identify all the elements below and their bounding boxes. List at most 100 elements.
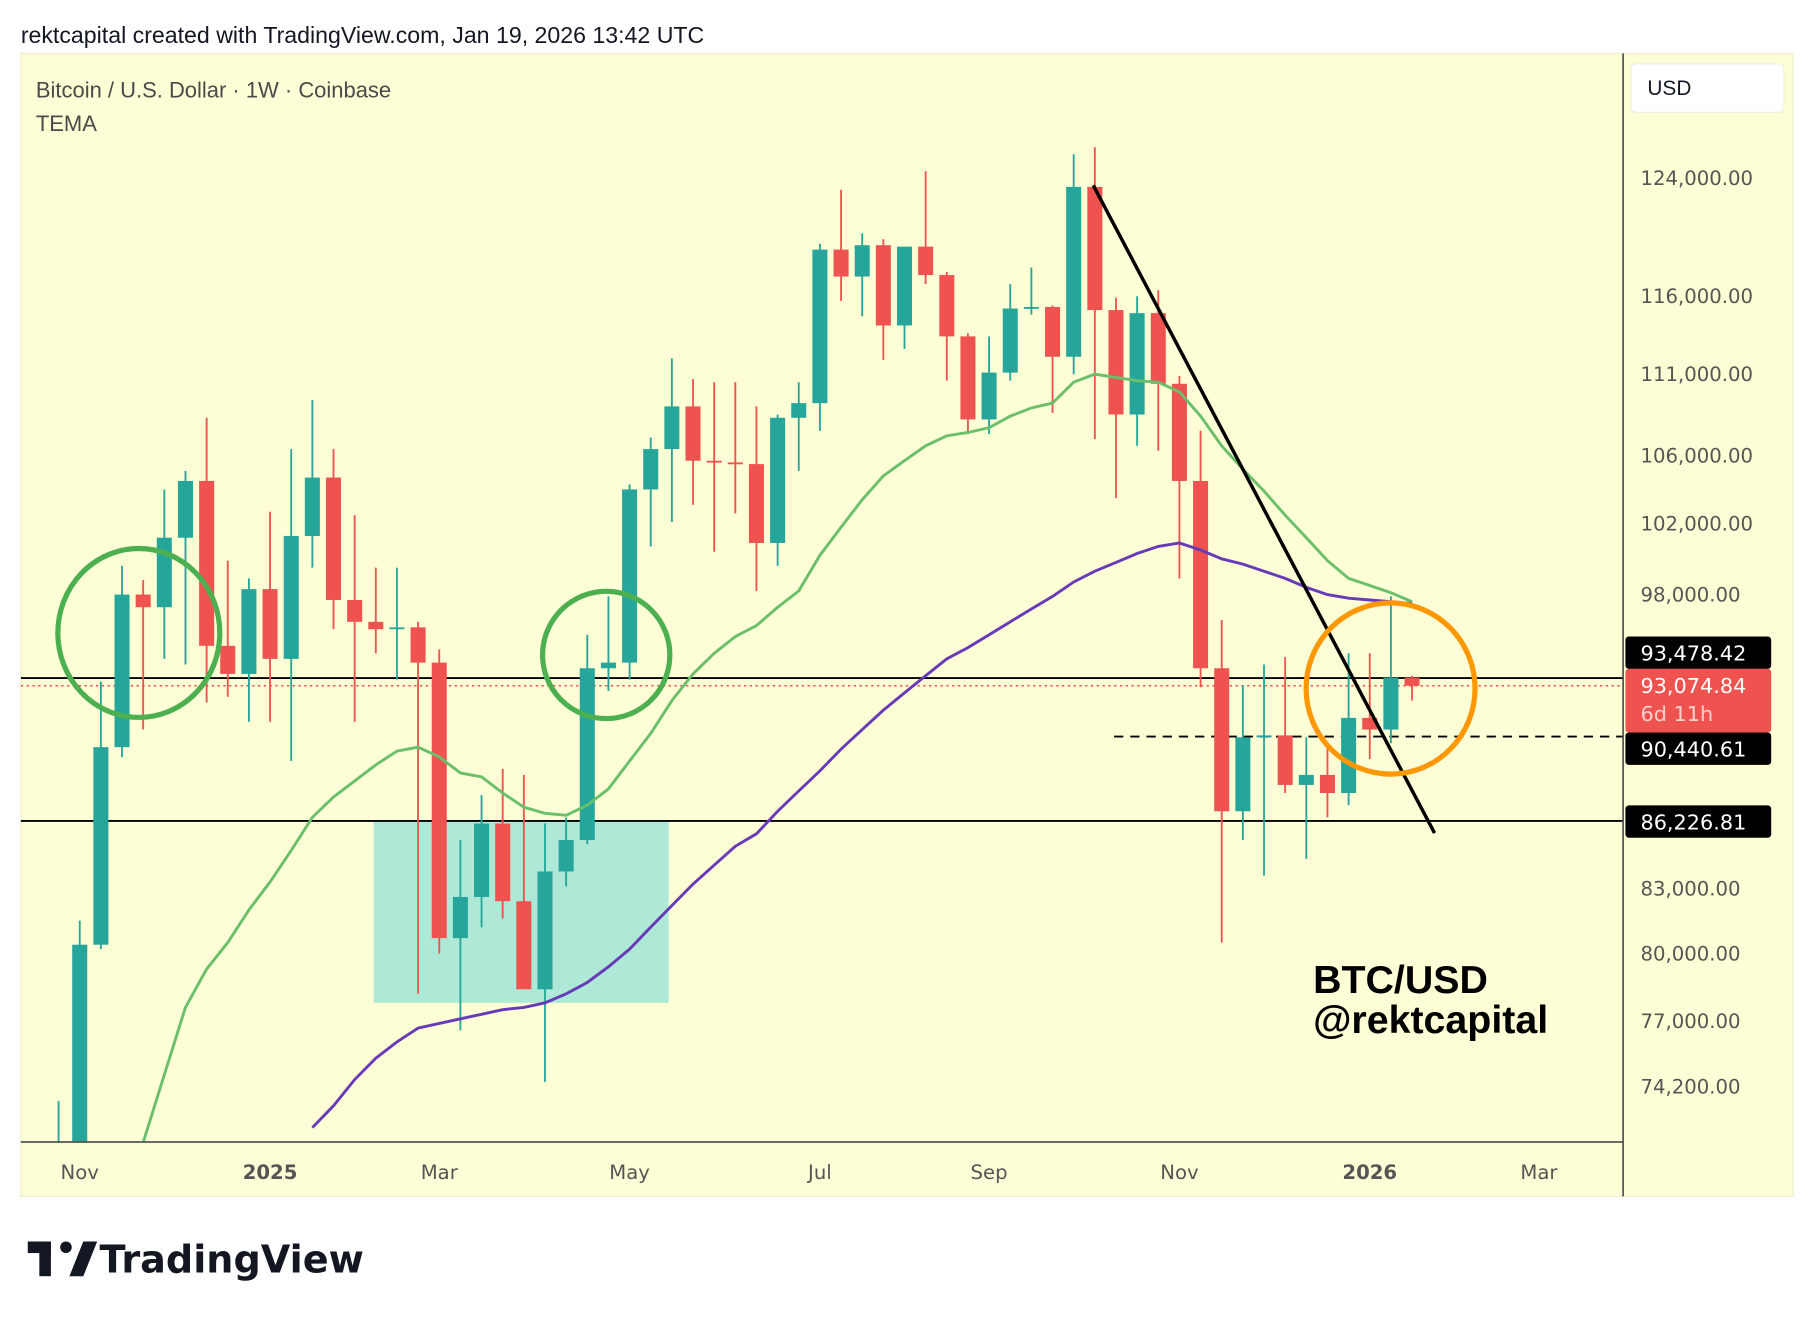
candle-up[interactable] xyxy=(389,567,405,680)
candle-body xyxy=(1171,383,1187,481)
candle-up[interactable] xyxy=(474,795,490,928)
candle-up[interactable] xyxy=(1298,737,1314,859)
candle-up[interactable] xyxy=(812,243,828,431)
candle-body xyxy=(1383,677,1399,730)
candle-up[interactable] xyxy=(1256,664,1272,876)
candle-body xyxy=(622,489,638,663)
candle-up[interactable] xyxy=(1383,596,1399,744)
candle-up[interactable] xyxy=(854,233,870,317)
price-tag-lower-text: 86,226.81 xyxy=(1640,811,1746,835)
candle-body xyxy=(1214,668,1230,812)
candle-down[interactable] xyxy=(685,379,701,505)
candle-up[interactable] xyxy=(1023,267,1039,315)
price-axis[interactable]: 124,000.00 116,000.00 111,000.00 106,000.00… xyxy=(1640,167,1753,1098)
candle-down[interactable] xyxy=(1404,675,1420,701)
candle-up[interactable] xyxy=(1066,154,1082,375)
candle-down[interactable] xyxy=(748,406,764,591)
highlight-circle-orange[interactable] xyxy=(1303,600,1478,777)
candle-down[interactable] xyxy=(918,171,934,285)
currency-button[interactable]: USD xyxy=(1630,63,1785,113)
candle-down[interactable] xyxy=(516,774,532,990)
candle-up[interactable] xyxy=(241,578,257,722)
candle-down[interactable] xyxy=(220,560,236,697)
tema-fast-line xyxy=(141,372,1413,1143)
tema-slow-line xyxy=(311,541,1413,1129)
candle-up[interactable] xyxy=(304,399,320,568)
candle-up[interactable] xyxy=(114,565,130,758)
candle-up[interactable] xyxy=(896,246,913,349)
candle-body xyxy=(918,246,934,276)
candle-down[interactable] xyxy=(1193,430,1209,688)
candle-down[interactable] xyxy=(1108,297,1124,498)
candle-up[interactable] xyxy=(51,1101,66,1254)
candle-up[interactable] xyxy=(664,358,680,523)
candle-down[interactable] xyxy=(1214,620,1230,943)
candle-up[interactable] xyxy=(93,681,109,950)
price-tick-label: 111,000.00 xyxy=(1640,363,1753,386)
candle-body xyxy=(643,449,659,490)
candle-up[interactable] xyxy=(1341,653,1357,806)
bar-countdown-text: 6d 11h xyxy=(1640,702,1713,726)
candle-down[interactable] xyxy=(410,621,426,994)
chart-panel[interactable] xyxy=(20,52,1794,1197)
candle-body xyxy=(685,406,701,461)
candle-down[interactable] xyxy=(347,515,363,722)
candle-up[interactable] xyxy=(1235,685,1251,841)
candle-body xyxy=(368,621,384,630)
candle-down[interactable] xyxy=(135,580,151,730)
candle-up[interactable] xyxy=(643,437,659,547)
time-tick-label: Mar xyxy=(421,1161,459,1184)
candle-down[interactable] xyxy=(875,239,891,360)
candle-body xyxy=(156,537,172,608)
candle-down[interactable] xyxy=(1171,375,1187,579)
candle-down[interactable] xyxy=(1277,657,1293,794)
tradingview-logo[interactable]: TradingView xyxy=(27,1239,364,1283)
candle-down[interactable] xyxy=(1319,745,1335,818)
candle-down[interactable] xyxy=(706,382,722,552)
candle-down[interactable] xyxy=(727,382,743,514)
candle-down[interactable] xyxy=(1045,305,1061,413)
candle-down[interactable] xyxy=(1362,653,1378,760)
candle-up[interactable] xyxy=(622,484,638,680)
price-tag-lower: 86,226.81 xyxy=(1625,805,1772,838)
candle-down[interactable] xyxy=(833,189,849,301)
candle-down[interactable] xyxy=(368,567,384,654)
candle-up[interactable] xyxy=(283,449,299,761)
candle-down[interactable] xyxy=(199,417,215,703)
candle-body xyxy=(220,645,236,674)
candle-down[interactable] xyxy=(325,449,342,630)
candle-up[interactable] xyxy=(981,336,997,435)
candle-down[interactable] xyxy=(262,511,278,722)
candle-up[interactable] xyxy=(1129,296,1145,446)
candle-up[interactable] xyxy=(770,414,786,566)
candle-down[interactable] xyxy=(431,649,447,954)
candle-down[interactable] xyxy=(1087,147,1103,440)
time-tick-label: Nov xyxy=(61,1161,100,1184)
candle-up[interactable] xyxy=(579,634,595,845)
candle-up[interactable] xyxy=(177,470,193,665)
highlight-circle-green-2[interactable] xyxy=(539,588,673,722)
candle-body xyxy=(347,599,363,622)
candle-down[interactable] xyxy=(1150,290,1166,451)
symbol-legend[interactable]: Bitcoin / U.S. Dollar · 1W · Coinbase xyxy=(36,77,391,102)
candle-up[interactable] xyxy=(600,596,616,691)
candle-body xyxy=(199,480,215,646)
time-axis[interactable]: Nov 2025 Mar May Jul Sep Nov 2026 Mar xyxy=(61,1161,1559,1184)
candle-up[interactable] xyxy=(791,382,807,471)
candle-down[interactable] xyxy=(939,272,955,381)
annotation-author: @rektcapital xyxy=(1313,998,1548,1042)
candle-up[interactable] xyxy=(558,817,574,887)
candle-down[interactable] xyxy=(960,333,976,435)
candle-body xyxy=(114,594,130,748)
candle-up[interactable] xyxy=(537,823,553,1082)
candle-up[interactable] xyxy=(452,840,468,1031)
price-tag-last: 93,074.84 6d 11h xyxy=(1625,668,1772,733)
candle-up[interactable] xyxy=(1002,284,1018,381)
plot-area[interactable]: BTC/USD @rektcapital xyxy=(20,147,1624,1273)
candle-up[interactable] xyxy=(72,920,88,1273)
candle-body xyxy=(1341,717,1357,794)
downtrend-line[interactable] xyxy=(1091,184,1437,834)
highlight-circle-green-1[interactable] xyxy=(55,545,223,721)
indicator-legend[interactable]: TEMA xyxy=(36,111,97,136)
